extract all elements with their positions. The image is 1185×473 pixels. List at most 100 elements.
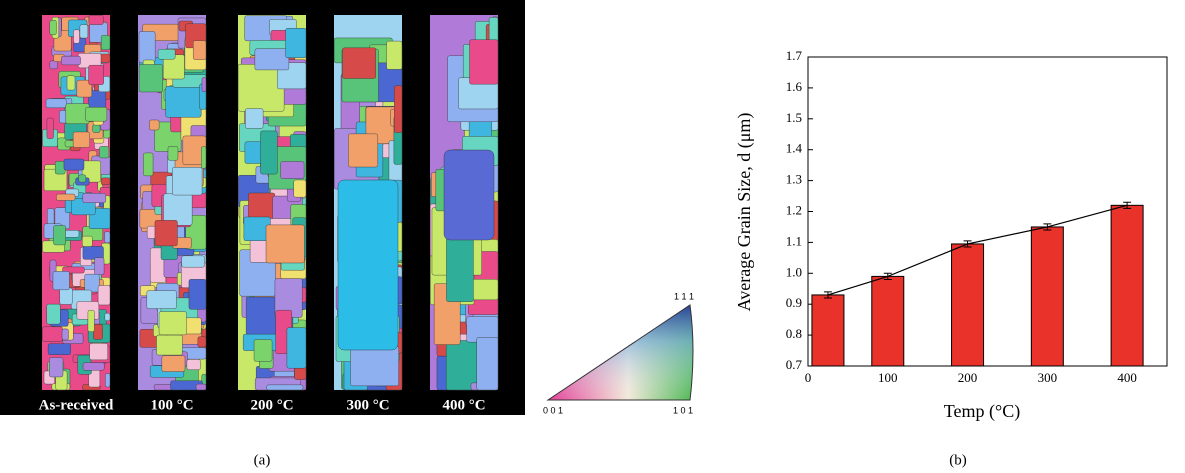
grain xyxy=(83,246,104,259)
figure: As-received100 °C200 °C300 °C400 °C 0 0 … xyxy=(0,0,1185,473)
grain xyxy=(266,225,304,263)
y-tick-label: 1.7 xyxy=(786,48,803,63)
grain xyxy=(294,180,306,197)
grain xyxy=(83,363,104,371)
grain xyxy=(89,15,104,24)
grain xyxy=(187,359,201,369)
map-label: As-received xyxy=(39,397,114,413)
y-tick-label: 1.0 xyxy=(786,264,802,279)
grain xyxy=(156,335,182,355)
grain xyxy=(193,41,206,60)
grain xyxy=(42,327,62,342)
bar xyxy=(1031,227,1063,366)
grain xyxy=(93,125,100,133)
grain xyxy=(61,56,80,65)
map-label: 100 °C xyxy=(150,397,193,413)
grain xyxy=(53,271,70,289)
grain xyxy=(98,285,110,304)
grain xyxy=(260,131,277,174)
y-tick-label: 0.7 xyxy=(786,357,803,372)
grain xyxy=(99,146,109,158)
grain xyxy=(139,64,163,92)
grain xyxy=(53,225,65,244)
grain xyxy=(158,49,175,59)
grain xyxy=(67,76,75,90)
grain xyxy=(444,150,494,240)
grain xyxy=(105,313,110,321)
ipf-label: 1 1 1 xyxy=(674,291,694,301)
grain xyxy=(80,25,88,38)
grain xyxy=(155,220,177,246)
grain xyxy=(267,385,303,390)
bar xyxy=(812,295,844,366)
grain xyxy=(47,118,54,139)
grain xyxy=(286,28,306,58)
map-label: 200 °C xyxy=(250,397,293,413)
x-tick-label: 0 xyxy=(805,370,812,385)
grain xyxy=(101,178,110,185)
grain xyxy=(55,161,65,174)
grain xyxy=(83,193,106,202)
bar xyxy=(872,276,904,366)
grain xyxy=(50,61,58,69)
grain xyxy=(90,343,108,359)
grain xyxy=(172,167,202,195)
grain xyxy=(149,120,159,130)
grain xyxy=(105,373,110,387)
grain xyxy=(101,35,110,49)
grain xyxy=(73,132,90,148)
ipf-label: 0 0 1 xyxy=(543,405,563,415)
grain xyxy=(85,274,100,292)
x-tick-label: 400 xyxy=(1117,370,1137,385)
grain xyxy=(139,32,155,63)
grain xyxy=(162,356,185,372)
grain xyxy=(49,358,63,377)
grain xyxy=(343,48,376,79)
grain xyxy=(94,258,104,275)
grain xyxy=(168,146,178,160)
grain xyxy=(147,291,177,309)
grain xyxy=(60,288,73,305)
grain xyxy=(93,324,102,339)
grain xyxy=(86,107,107,121)
map-label: 300 °C xyxy=(346,397,389,413)
ipf-label: 1 0 1 xyxy=(673,405,693,415)
grain xyxy=(182,256,205,267)
grain xyxy=(105,232,110,243)
grain xyxy=(348,134,377,167)
y-tick-label: 1.3 xyxy=(786,172,802,187)
x-axis-label: Temp (°C) xyxy=(944,401,1020,422)
grain xyxy=(56,194,75,200)
grain xyxy=(88,310,94,332)
x-tick-label: 200 xyxy=(958,370,978,385)
grain xyxy=(198,337,206,347)
grain xyxy=(79,175,86,182)
y-tick-label: 1.5 xyxy=(786,110,802,125)
grain xyxy=(196,384,206,390)
grain xyxy=(89,65,104,84)
grain xyxy=(46,99,66,108)
grain xyxy=(287,328,306,369)
caption: (b) xyxy=(949,452,967,468)
grain xyxy=(245,109,263,129)
grain xyxy=(387,41,402,69)
grain xyxy=(166,86,201,117)
grain xyxy=(470,40,498,84)
grain xyxy=(477,337,498,390)
y-tick-label: 1.6 xyxy=(786,79,803,94)
grain xyxy=(64,159,84,170)
grain xyxy=(50,20,57,35)
grain xyxy=(255,49,289,70)
y-tick-label: 1.4 xyxy=(786,141,803,156)
y-axis-label: Average Grain Size, d (μm) xyxy=(734,113,755,312)
grain xyxy=(394,86,402,133)
grain xyxy=(159,312,186,335)
grain xyxy=(143,153,153,176)
caption: (a) xyxy=(254,452,271,468)
grain xyxy=(470,279,498,300)
grain xyxy=(254,340,272,362)
bar xyxy=(1111,205,1143,366)
grain xyxy=(62,329,68,340)
grain xyxy=(47,304,61,324)
